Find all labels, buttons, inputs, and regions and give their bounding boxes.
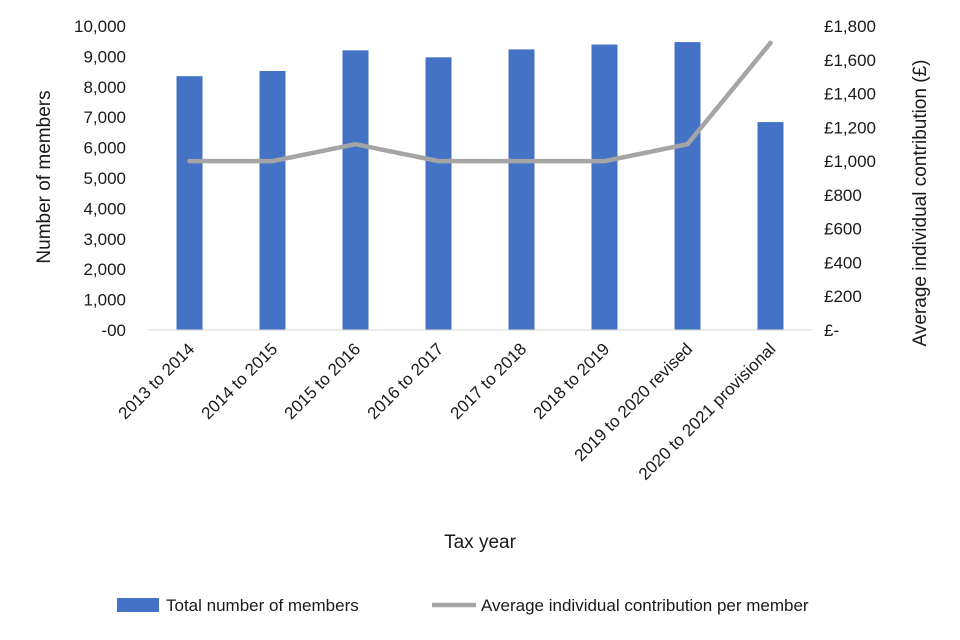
x-tick-label: 2018 to 2019 [530,339,614,423]
y2-tick-label: £400 [824,253,862,272]
x-tick-label: 2016 to 2017 [364,339,448,423]
y-tick-label: 8,000 [83,78,126,97]
legend-label-members: Total number of members [166,596,359,615]
y2-tick-label: £1,600 [824,51,876,70]
y-axis-title: Number of members [34,90,55,263]
y-tick-label: 4,000 [83,199,126,218]
line-series [187,40,773,164]
x-axis-title: Tax year [444,532,516,553]
bar-8 [757,122,784,331]
y-tick-label: 9,000 [83,47,126,66]
bar-series [176,42,784,331]
y-tick-label: 6,000 [83,139,126,158]
x-tick-label: 2015 to 2016 [281,339,365,423]
bar-5 [508,49,535,331]
y2-tick-label: £800 [824,186,862,205]
y-tick-label: 10,000 [74,17,126,36]
y-tick-label: 1,000 [83,291,126,310]
x-tick-label: 2020 to 2021 provisional [635,339,779,483]
y2-axis-ticks: £- £200 £400 £600 £800 £1,000 £1,200 £1,400 £1,6… [824,17,876,340]
x-tick-label: 2013 to 2014 [115,339,199,423]
y2-tick-label: £600 [824,220,862,239]
y-tick-label: 7,000 [83,108,126,127]
legend: Total number of members Average individu… [117,596,809,615]
y-tick-label: 5,000 [83,169,126,188]
contribution-line [187,40,773,164]
y-axis-ticks: -00 1,000 2,000 3,000 4,000 5,000 6,000 7,000 8,… [74,17,126,340]
legend-label-contribution: Average individual contribution per memb… [481,596,809,615]
y2-tick-label: £1,800 [824,17,876,36]
y2-tick-label: £1,000 [824,152,876,171]
legend-swatch-members [117,598,159,612]
x-tick-label: 2014 to 2015 [198,339,282,423]
bar-1 [176,76,203,330]
y-tick-label: 3,000 [83,230,126,249]
bar-7 [674,42,701,330]
y2-tick-label: £- [824,321,839,340]
x-tick-label: 2017 to 2018 [447,339,531,423]
y-tick-label: 2,000 [83,260,126,279]
y2-axis-title: Average individual contribution (£) [910,60,931,347]
y2-tick-label: £1,200 [824,118,876,137]
y2-tick-label: £1,400 [824,85,876,104]
bar-2 [259,70,286,330]
bar-6 [591,44,618,330]
bar-3 [342,50,369,330]
x-axis-ticks: 2013 to 2014 2014 to 2015 2015 to 2016 2016… [115,339,780,483]
y-tick-label: -00 [101,321,126,340]
bar-4 [425,57,452,330]
y2-tick-label: £200 [824,287,862,306]
